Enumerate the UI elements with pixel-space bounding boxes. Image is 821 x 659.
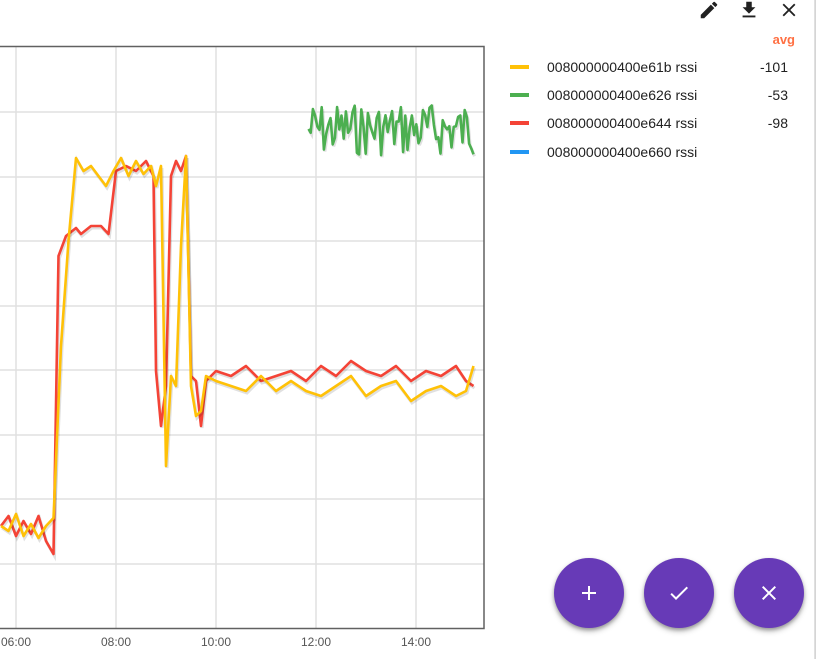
download-icon [742,1,756,18]
download-button[interactable] [737,0,761,20]
plot-frame [0,45,485,630]
legend-item[interactable]: 008000000400e61b rssi -101 [505,57,795,77]
pencil-icon [700,1,718,19]
legend-item-avg: -98 [767,115,788,131]
legend-item-avg: -101 [759,59,788,75]
chart-plot[interactable] [0,0,500,659]
apply-button[interactable] [644,558,714,628]
legend-item-label: 008000000400e660 rssi [547,144,698,160]
chart-toolbar [697,0,801,20]
x-tick-label: 08:00 [100,635,132,649]
series-color-swatch [510,121,529,125]
legend-item-label: 008000000400e626 rssi [547,87,698,103]
chart-series [0,104,476,562]
close-chart-button[interactable] [777,0,801,20]
legend-item-avg: -53 [767,87,788,103]
close-icon [782,3,796,17]
legend-item[interactable]: 008000000400e660 rssi [505,142,795,162]
panel-divider [814,0,816,659]
legend-item[interactable]: 008000000400e644 rssi -98 [505,113,795,133]
legend-item[interactable]: 008000000400e626 rssi -53 [505,85,795,105]
legend-item-label: 008000000400e644 rssi [547,115,698,131]
x-tick-label: 10:00 [200,635,232,649]
series-color-swatch [510,150,529,154]
series-color-swatch [510,93,529,97]
close-icon [762,586,776,600]
legend-avg-header: avg [772,32,795,47]
add-button[interactable] [554,558,624,628]
edit-button[interactable] [697,0,721,20]
chart-area[interactable]: 06:00 08:00 10:00 12:00 14:00 [0,0,500,659]
check-icon [670,586,688,600]
x-tick-label: 14:00 [400,635,432,649]
plus-icon [582,586,596,600]
legend-item-label: 008000000400e61b rssi [547,59,698,75]
x-tick-label: 12:00 [300,635,332,649]
x-tick-label: 06:00 [0,635,32,649]
series-color-swatch [510,65,529,69]
cancel-button[interactable] [734,558,804,628]
